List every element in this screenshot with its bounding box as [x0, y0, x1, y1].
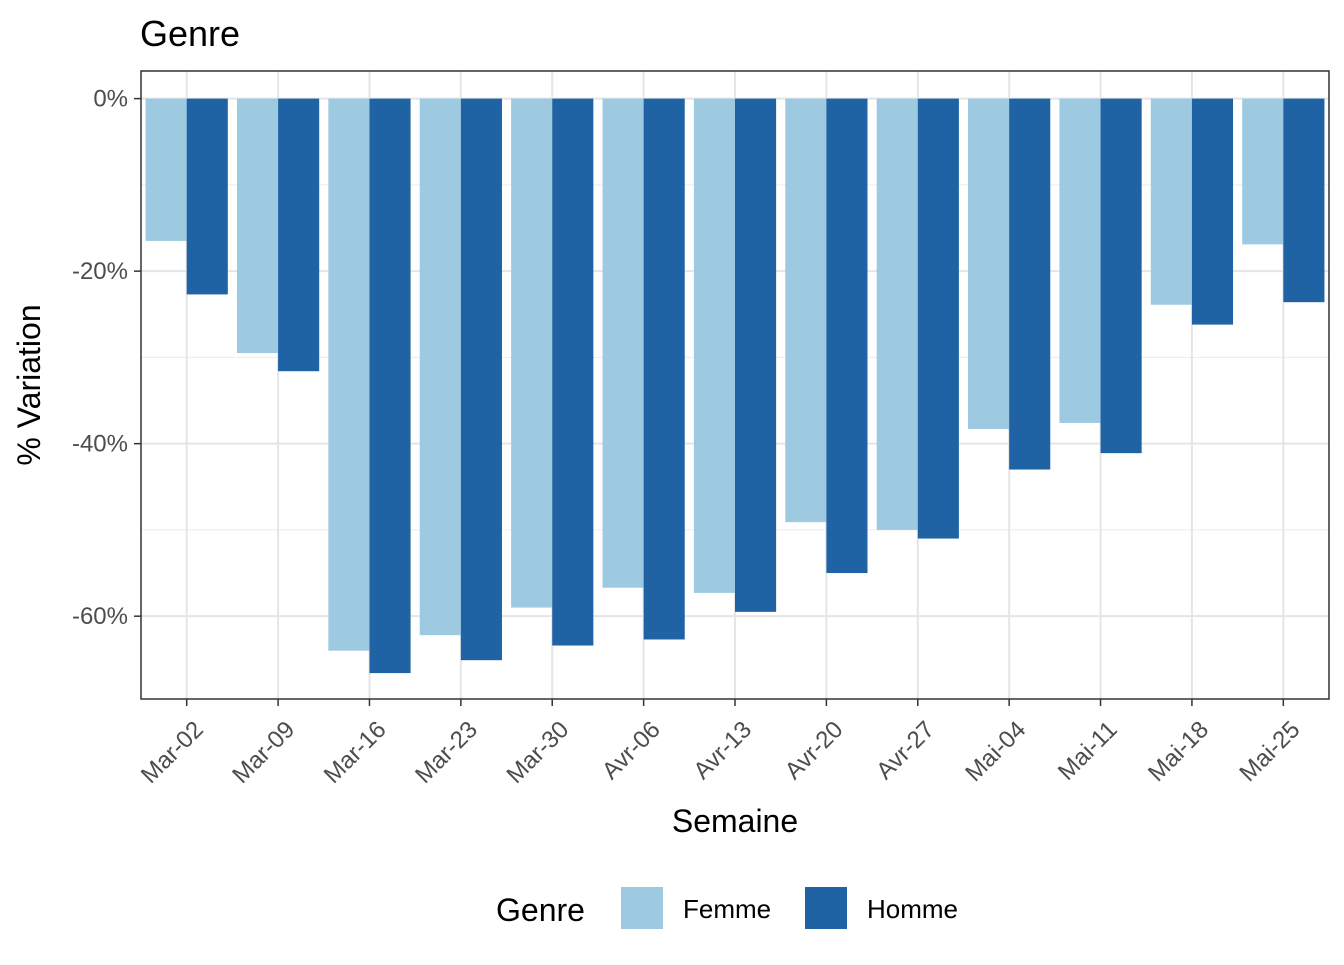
x-tick-label: Avr-20 — [780, 716, 849, 785]
bar-homme-mai-18 — [1191, 98, 1234, 325]
x-tick-label: Mar-02 — [136, 716, 209, 789]
y-axis-title: % Variation — [11, 304, 47, 465]
y-tick-label: 0% — [93, 86, 128, 113]
bar-femme-avr-20 — [785, 98, 827, 523]
x-tick-label: Mar-16 — [319, 716, 392, 789]
x-tick-label: Mar-23 — [410, 716, 483, 789]
y-tick-label: -20% — [72, 258, 128, 285]
bar-homme-mar-09 — [278, 98, 320, 372]
bar-femme-mai-18 — [1150, 98, 1192, 305]
bar-femme-mar-09 — [236, 98, 279, 354]
y-tick-label: -40% — [72, 431, 128, 458]
legend-title: Genre — [496, 892, 585, 928]
chart-title: Genre — [140, 13, 240, 54]
x-tick-label: Avr-13 — [688, 716, 757, 785]
legend-label-femme: Femme — [683, 894, 771, 924]
bar-femme-mai-04 — [968, 98, 1010, 429]
bar-homme-mai-04 — [1009, 98, 1051, 470]
bar-homme-mar-16 — [369, 98, 411, 674]
bar-homme-avr-20 — [826, 98, 868, 574]
bars — [145, 98, 1325, 674]
x-tick-label: Avr-27 — [871, 716, 940, 785]
legend-label-homme: Homme — [867, 894, 958, 924]
bar-homme-mar-23 — [460, 98, 502, 661]
bar-femme-mar-02 — [145, 98, 187, 241]
bar-homme-avr-06 — [643, 98, 685, 640]
legend: Genre Femme Homme — [496, 887, 958, 929]
bar-homme-mar-02 — [186, 98, 228, 295]
bar-homme-avr-27 — [917, 98, 959, 539]
x-tick-label: Mai-18 — [1143, 716, 1214, 787]
x-tick-label: Mar-09 — [227, 716, 300, 789]
x-tick-label: Mai-25 — [1234, 716, 1305, 787]
y-tick-label: -60% — [72, 603, 128, 630]
bar-femme-mar-16 — [328, 98, 370, 651]
x-tick-label: Mai-04 — [960, 716, 1031, 787]
legend-items: Femme Homme — [621, 887, 958, 929]
bar-femme-avr-06 — [602, 98, 644, 588]
y-axis: 0% -20% -40% -60% — [72, 86, 141, 630]
x-axis: Mar-02 Mar-09 Mar-16 Mar-23 Mar-30 Avr-06 Avr-… — [136, 699, 1305, 789]
bar-femme-avr-13 — [693, 98, 735, 593]
bar-homme-mai-11 — [1100, 98, 1142, 454]
bar-femme-mar-23 — [419, 98, 461, 636]
bar-femme-mar-30 — [511, 98, 553, 608]
legend-key-femme — [621, 887, 663, 929]
bar-femme-mai-25 — [1242, 98, 1284, 245]
x-tick-label: Mar-30 — [501, 716, 574, 789]
x-tick-label: Avr-06 — [597, 716, 666, 785]
bar-homme-avr-13 — [735, 98, 777, 612]
x-tick-label: Mai-11 — [1053, 716, 1123, 786]
bar-femme-avr-27 — [876, 98, 918, 530]
bar-femme-mai-11 — [1059, 98, 1101, 423]
bar-homme-mar-30 — [552, 98, 594, 646]
legend-key-homme — [805, 887, 847, 929]
bar-homme-mai-25 — [1283, 98, 1325, 303]
x-axis-title: Semaine — [672, 803, 798, 839]
